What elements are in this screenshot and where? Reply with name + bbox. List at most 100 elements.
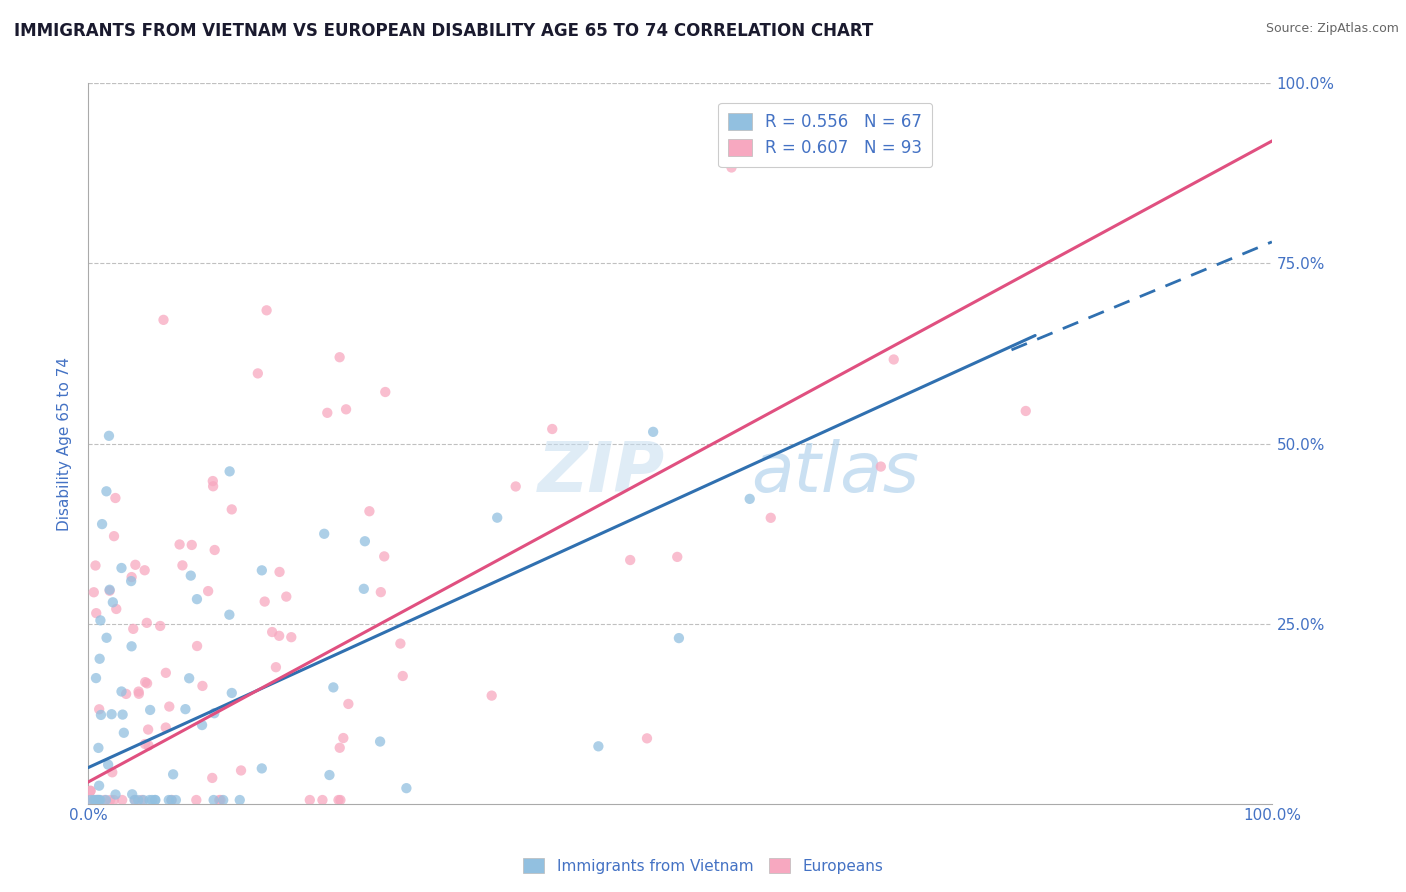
Point [93, 793, 115, 807]
Point [122, 622, 145, 636]
Point [318, 768, 340, 782]
Legend: Immigrants from Vietnam, Europeans: Immigrants from Vietnam, Europeans [517, 852, 889, 880]
Point [395, 781, 418, 796]
Point [250, 563, 273, 577]
Point [111, 707, 134, 722]
Point [359, 504, 381, 518]
Point [86, 793, 108, 807]
Point [87, 779, 110, 793]
Point [120, 574, 142, 588]
Point [90, 707, 112, 722]
Point [280, 630, 302, 644]
Point [328, 793, 350, 807]
Point [124, 793, 146, 807]
Point [666, 549, 689, 564]
Point [79, 784, 101, 798]
Point [138, 793, 160, 807]
Point [80, 793, 103, 807]
Point [883, 352, 905, 367]
Point [157, 699, 180, 714]
Point [256, 303, 278, 318]
Point [373, 549, 395, 564]
Point [83, 793, 105, 807]
Point [138, 739, 160, 753]
Point [169, 537, 191, 551]
Point [1015, 404, 1038, 418]
Point [131, 793, 153, 807]
Point [162, 767, 184, 781]
Point [110, 684, 132, 698]
Point [89, 652, 111, 666]
Point [218, 464, 240, 478]
Point [253, 594, 276, 608]
Point [208, 793, 231, 807]
Point [391, 669, 413, 683]
Point [329, 740, 352, 755]
Point [209, 793, 232, 807]
Point [128, 684, 150, 698]
Point [101, 595, 124, 609]
Point [141, 793, 163, 807]
Point [374, 384, 396, 399]
Point [128, 687, 150, 701]
Point [84, 606, 107, 620]
Point [229, 764, 252, 778]
Point [98, 793, 121, 807]
Point [186, 793, 208, 807]
Point [354, 534, 377, 549]
Point [124, 793, 146, 807]
Point [748, 115, 770, 129]
Point [98, 582, 121, 597]
Point [311, 793, 333, 807]
Point [643, 425, 665, 439]
Text: Source: ZipAtlas.com: Source: ZipAtlas.com [1265, 22, 1399, 36]
Point [157, 793, 180, 807]
Point [505, 479, 527, 493]
Point [83, 793, 105, 807]
Point [165, 793, 187, 807]
Point [103, 793, 125, 807]
Point [264, 660, 287, 674]
Point [87, 793, 110, 807]
Point [322, 681, 344, 695]
Point [104, 788, 127, 802]
Point [152, 313, 174, 327]
Point [186, 639, 208, 653]
Point [80, 793, 103, 807]
Point [136, 676, 159, 690]
Point [262, 625, 284, 640]
Point [269, 565, 291, 579]
Point [202, 706, 225, 721]
Point [104, 491, 127, 505]
Point [389, 637, 412, 651]
Point [96, 631, 118, 645]
Point [127, 793, 149, 807]
Point [124, 558, 146, 572]
Point [204, 543, 226, 558]
Point [619, 553, 641, 567]
Point [869, 459, 891, 474]
Text: IMMIGRANTS FROM VIETNAM VS EUROPEAN DISABILITY AGE 65 TO 74 CORRELATION CHART: IMMIGRANTS FROM VIETNAM VS EUROPEAN DISA… [14, 22, 873, 40]
Point [174, 702, 197, 716]
Point [103, 529, 125, 543]
Point [172, 558, 194, 573]
Point [541, 422, 564, 436]
Point [87, 793, 110, 807]
Point [588, 739, 610, 754]
Point [335, 402, 357, 417]
Legend: R = 0.556   N = 67, R = 0.607   N = 93: R = 0.556 N = 67, R = 0.607 N = 93 [718, 103, 932, 167]
Text: atlas: atlas [751, 439, 920, 506]
Point [121, 640, 143, 654]
Point [218, 607, 240, 622]
Point [201, 771, 224, 785]
Point [121, 787, 143, 801]
Point [329, 793, 352, 807]
Point [101, 765, 124, 780]
Point [201, 474, 224, 488]
Point [143, 793, 166, 807]
Point [276, 590, 298, 604]
Point [79, 783, 101, 797]
Point [98, 429, 121, 443]
Point [353, 582, 375, 596]
Point [134, 737, 156, 751]
